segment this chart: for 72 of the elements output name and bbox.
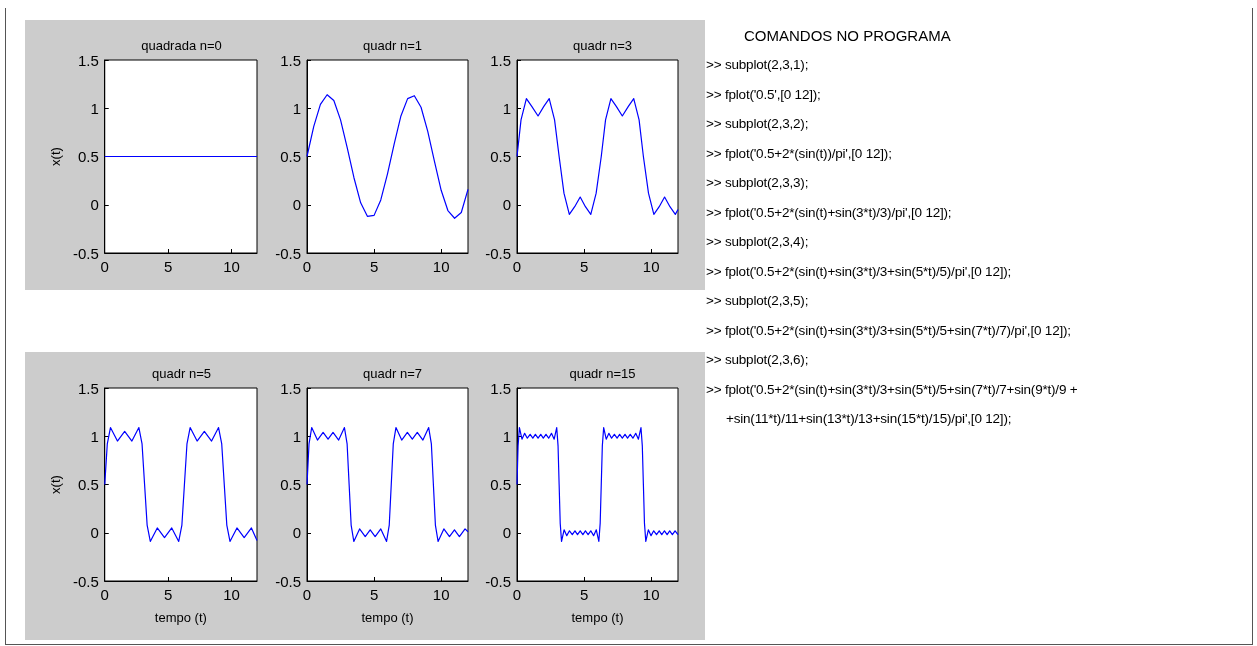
y-tick-label: 1.5 (77, 51, 99, 69)
text: >> subplot(2,3,6); (706, 351, 810, 369)
line-series (306, 94, 469, 219)
x-tick-label: 10 (223, 586, 240, 603)
text: >> fplot('0.5',[0 12]); (706, 85, 822, 104)
text: >> fplot('0.5+2*(sin(t)+sin(3*t)/3+sin(5*t)/5)/pi',[0 12]); (706, 262, 1013, 281)
y-tick-label: 0.5 (77, 148, 99, 165)
y-axis-title: x(t) (48, 147, 63, 166)
y-tick-label: -0.5 (72, 572, 99, 590)
chart-title: quadr n=15 (569, 366, 636, 381)
text: >> subplot(2,3,2); (706, 115, 810, 133)
chart-title: quadrada n=0 (141, 38, 222, 53)
text: >> subplot(2,3,3); (706, 174, 810, 192)
x-tick-label: 5 (579, 586, 589, 603)
y-tick-label: 1.5 (490, 51, 511, 69)
y-tick-label: 0 (292, 196, 301, 214)
y-tick-label: 0 (90, 196, 99, 214)
y-tick-label: -0.5 (275, 244, 301, 262)
y-tick-label: 0.5 (490, 476, 511, 493)
chart-title: quadr n=1 (363, 38, 422, 53)
x-tick-label: 10 (642, 258, 660, 275)
line-series (104, 426, 258, 543)
text: COMANDOS NO PROGRAMA (744, 26, 952, 46)
y-tick-label: 1.5 (77, 379, 99, 397)
line-series (306, 426, 469, 543)
text: >> subplot(2,3,4); (706, 233, 810, 251)
y-tick-label: -0.5 (275, 572, 301, 590)
x-axis-title: tempo (t) (154, 610, 207, 625)
y-tick-label: 0 (90, 524, 99, 542)
y-tick-label: 0.5 (280, 148, 301, 165)
y-tick-label: 0.5 (280, 476, 301, 493)
y-tick-label: -0.5 (72, 244, 99, 262)
x-tick-label: 5 (369, 258, 379, 275)
x-tick-label: 5 (579, 258, 589, 275)
x-tick-label: 5 (164, 258, 173, 275)
y-tick-label: 0.5 (490, 148, 511, 165)
y-tick-label: 1 (90, 427, 99, 445)
y-tick-label: 1 (502, 99, 511, 117)
y-tick-label: 0 (502, 196, 511, 214)
x-axis-title: tempo (t) (361, 610, 414, 625)
chart-title: quadr n=7 (363, 366, 422, 381)
x-tick-label: 10 (642, 586, 660, 603)
y-tick-label: 1 (292, 99, 301, 117)
text: >> subplot(2,3,5); (706, 292, 810, 310)
y-tick-label: 1 (90, 99, 99, 117)
text: +sin(11*t)/11+sin(13*t)/13+sin(15*t)/15)/pi',[0 12]); (726, 410, 1013, 428)
text: >> fplot('0.5+2*(sin(t)+sin(3*t)/3)/pi',[0 12]); (706, 203, 953, 222)
y-tick-label: 0 (502, 524, 511, 542)
chart-title: quadr n=5 (152, 366, 211, 381)
x-tick-label: 5 (164, 586, 173, 603)
y-tick-label: 1.5 (280, 51, 301, 69)
text: >> fplot('0.5+2*(sin(t))/pi',[0 12]); (706, 144, 893, 163)
y-tick-label: 1.5 (280, 379, 301, 397)
line-series (516, 426, 679, 543)
y-tick-label: -0.5 (485, 244, 511, 262)
text: >> fplot('0.5+2*(sin(t)+sin(3*t)/3+sin(5*t)/5+sin(7*t)/7+sin(9*t)/9 + (706, 380, 1079, 399)
y-tick-label: 1.5 (490, 379, 511, 397)
y-tick-label: 1 (292, 427, 301, 445)
x-tick-label: 10 (432, 586, 450, 603)
y-tick-label: 0 (292, 524, 301, 542)
y-axis-title: x(t) (48, 475, 63, 494)
y-tick-label: -0.5 (485, 572, 511, 590)
line-series (516, 98, 679, 215)
y-tick-label: 1 (502, 427, 511, 445)
x-axis-title: tempo (t) (571, 610, 624, 625)
x-tick-label: 10 (432, 258, 450, 275)
y-tick-label: 0.5 (77, 476, 99, 493)
text: >> fplot('0.5+2*(sin(t)+sin(3*t)/3+sin(5*t)/5+sin(7*t)/7)/pi',[0 12]); (706, 321, 1072, 340)
chart-title: quadr n=3 (573, 38, 632, 53)
text: >> subplot(2,3,1); (706, 56, 810, 74)
x-tick-label: 10 (223, 258, 240, 275)
x-tick-label: 5 (369, 586, 379, 603)
